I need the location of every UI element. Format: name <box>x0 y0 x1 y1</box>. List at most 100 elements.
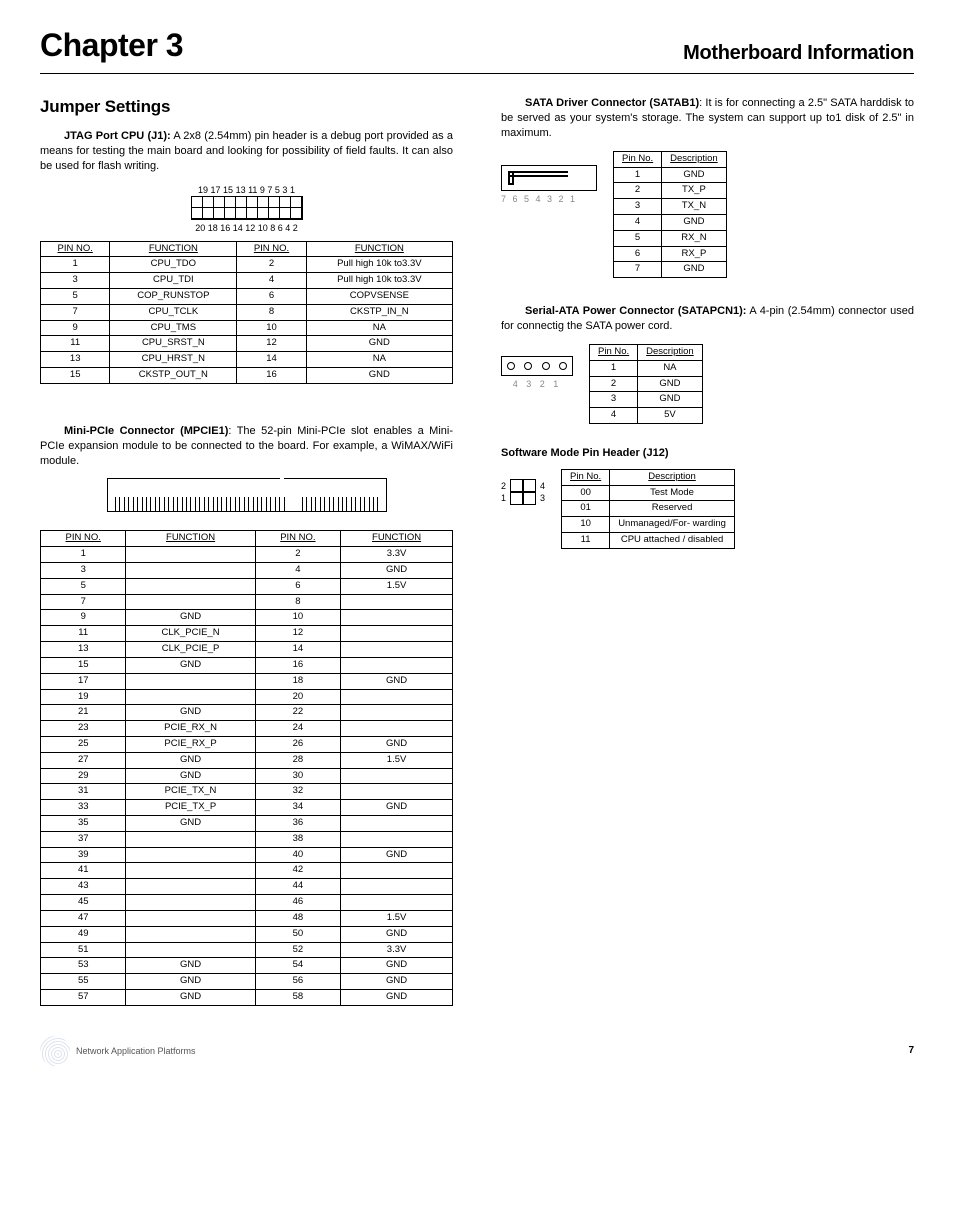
j12-grid <box>510 479 536 505</box>
table-row: 3940GND <box>41 847 453 863</box>
page-header: Chapter 3 Motherboard Information <box>40 24 914 67</box>
satab1-connector-icon <box>501 165 597 191</box>
table-row: 6RX_P <box>614 246 727 262</box>
table-cell: 20 <box>255 689 340 705</box>
table-row: 3738 <box>41 831 453 847</box>
satab1-lead: SATA Driver Connector (SATAB1) <box>525 97 699 109</box>
table-row: 4344 <box>41 879 453 895</box>
table-cell: CKSTP_OUT_N <box>110 368 237 384</box>
j12-right-nums: 4 3 <box>540 480 545 504</box>
table-cell: 42 <box>255 863 340 879</box>
table-header-cell: Description <box>662 151 727 167</box>
table-cell: 53 <box>41 958 126 974</box>
satab1-diagram-wrap: 7 6 5 4 3 2 1 <box>501 151 597 205</box>
table-row: 41 42 <box>41 863 453 879</box>
table-header-cell: FUNCTION <box>341 531 453 547</box>
table-header-cell: PIN NO. <box>41 241 110 257</box>
mpcie-diagram <box>107 478 387 512</box>
table-row: 4GND <box>614 214 727 230</box>
table-cell: GND <box>638 376 703 392</box>
footer-logo-icon <box>40 1036 70 1066</box>
table-cell <box>341 642 453 658</box>
satapcn1-diagram-wrap: 4 3 2 1 <box>501 344 573 390</box>
table-cell: 9 <box>41 320 110 336</box>
jtag-bot-numbers: 20 18 16 14 12 10 8 6 4 2 <box>40 222 453 234</box>
table-cell: COP_RUNSTOP <box>110 289 237 305</box>
table-cell: 15 <box>41 657 126 673</box>
table-cell: Pull high 10k to3.3V <box>306 257 452 273</box>
table-cell: PCIE_RX_N <box>126 721 255 737</box>
table-cell: 11 <box>562 533 610 549</box>
table-cell: 44 <box>255 879 340 895</box>
satab1-pinlabel: 7 6 5 4 3 2 1 <box>501 193 597 205</box>
table-header-cell: FUNCTION <box>306 241 452 257</box>
table-cell: 19 <box>41 689 126 705</box>
table-cell: 01 <box>562 501 610 517</box>
table-row: 47481.5V <box>41 910 453 926</box>
table-row: 9GND10 <box>41 610 453 626</box>
table-row: 1920 <box>41 689 453 705</box>
jtag-lead: JTAG Port CPU (J1): <box>64 130 171 142</box>
table-row: 7GND <box>614 262 727 278</box>
table-cell: 45 <box>41 895 126 911</box>
section-title: Motherboard Information <box>683 40 914 67</box>
table-cell: 1 <box>41 257 110 273</box>
chapter-title: Chapter 3 <box>40 24 183 67</box>
satab1-row: 7 6 5 4 3 2 1 Pin No.Description 1GND2TX… <box>501 151 914 279</box>
table-cell: GND <box>341 989 453 1005</box>
satapcn1-connector-icon <box>501 356 573 376</box>
table-cell <box>126 926 255 942</box>
table-row: 15GND16 <box>41 657 453 673</box>
table-cell: Reserved <box>610 501 735 517</box>
table-cell: CPU_TDO <box>110 257 237 273</box>
table-row: 1NA <box>590 360 703 376</box>
table-cell: GND <box>662 262 727 278</box>
jtag-top-numbers: 19 17 15 13 11 9 7 5 3 1 <box>40 184 453 196</box>
table-cell: GND <box>126 705 255 721</box>
table-row: 21GND22 <box>41 705 453 721</box>
table-cell: CPU attached / disabled <box>610 533 735 549</box>
satab1-paragraph: SATA Driver Connector (SATAB1): It is fo… <box>501 96 914 141</box>
table-cell: 1.5V <box>341 752 453 768</box>
table-cell: 1.5V <box>341 578 453 594</box>
table-cell: 29 <box>41 768 126 784</box>
table-cell: 41 <box>41 863 126 879</box>
table-cell: GND <box>126 752 255 768</box>
table-cell: 35 <box>41 816 126 832</box>
table-row: 561.5V <box>41 578 453 594</box>
table-cell: Test Mode <box>610 485 735 501</box>
table-cell: 5V <box>638 408 703 424</box>
table-row: 5COP_RUNSTOP6COPVSENSE <box>41 289 453 305</box>
table-cell: 28 <box>255 752 340 768</box>
table-cell: COPVSENSE <box>306 289 452 305</box>
table-row: 11CPU attached / disabled <box>562 533 735 549</box>
table-cell: GND <box>662 214 727 230</box>
table-cell: NA <box>306 320 452 336</box>
table-cell: Unmanaged/For- warding <box>610 517 735 533</box>
footer-text: Network Application Platforms <box>76 1045 196 1057</box>
table-cell <box>126 879 255 895</box>
table-cell <box>126 689 255 705</box>
table-cell: 14 <box>237 352 306 368</box>
table-cell: 7 <box>614 262 662 278</box>
table-cell: 21 <box>41 705 126 721</box>
jtag-grid <box>191 196 303 220</box>
table-cell: 46 <box>255 895 340 911</box>
table-cell <box>341 610 453 626</box>
table-cell: 50 <box>255 926 340 942</box>
mpcie-table: PIN NO.FUNCTIONPIN NO.FUNCTION 123.3V34G… <box>40 530 453 1005</box>
table-row: 5RX_N <box>614 230 727 246</box>
table-cell: CLK_PCIE_P <box>126 642 255 658</box>
table-cell: 16 <box>255 657 340 673</box>
table-cell: 38 <box>255 831 340 847</box>
table-cell <box>126 547 255 563</box>
table-cell <box>341 784 453 800</box>
table-cell: 2 <box>237 257 306 273</box>
table-cell: 34 <box>255 800 340 816</box>
jumper-heading: Jumper Settings <box>40 96 453 119</box>
table-row: 78 <box>41 594 453 610</box>
table-cell: GND <box>126 974 255 990</box>
table-cell: CPU_HRST_N <box>110 352 237 368</box>
table-row: 3GND <box>590 392 703 408</box>
satapcn1-table: Pin No.Description 1NA2GND3GND45V <box>589 344 703 424</box>
